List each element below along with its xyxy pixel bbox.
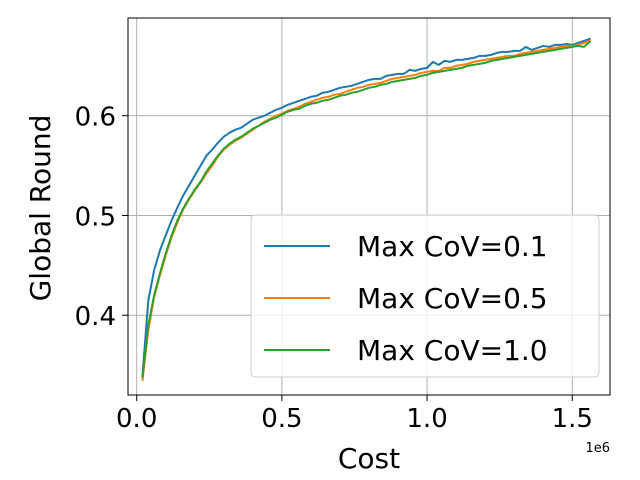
y-tick-label: 0.6: [75, 103, 116, 133]
y-tick-label: 0.4: [75, 302, 116, 332]
series-lines: [141, 37, 592, 382]
legend-label-1: Max CoV=0.1: [357, 230, 548, 263]
y-tick-label: 0.5: [75, 202, 116, 232]
y-axis-ticks: 0.4 0.5 0.6: [75, 103, 128, 332]
x-axis-offset-label: 1e6: [585, 441, 610, 456]
legend-label-3: Max CoV=1.0: [357, 334, 548, 367]
x-axis-ticks: 0.0 0.5 1.0 1.5: [116, 395, 593, 434]
x-tick-label: 1.5: [552, 404, 593, 434]
legend: Max CoV=0.1 Max CoV=0.5 Max CoV=1.0: [250, 214, 600, 378]
series-line-1: [141, 37, 591, 377]
x-tick-label: 0.5: [261, 404, 302, 434]
plot-frame: [127, 17, 611, 396]
x-axis-label: Cost: [338, 442, 400, 475]
legend-label-2: Max CoV=0.5: [357, 282, 548, 315]
legend-box: [250, 214, 600, 378]
y-axis-label: Global Round: [24, 115, 57, 302]
x-tick-label: 0.0: [116, 404, 157, 434]
series-line-3: [141, 40, 592, 379]
x-tick-label: 1.0: [406, 404, 447, 434]
